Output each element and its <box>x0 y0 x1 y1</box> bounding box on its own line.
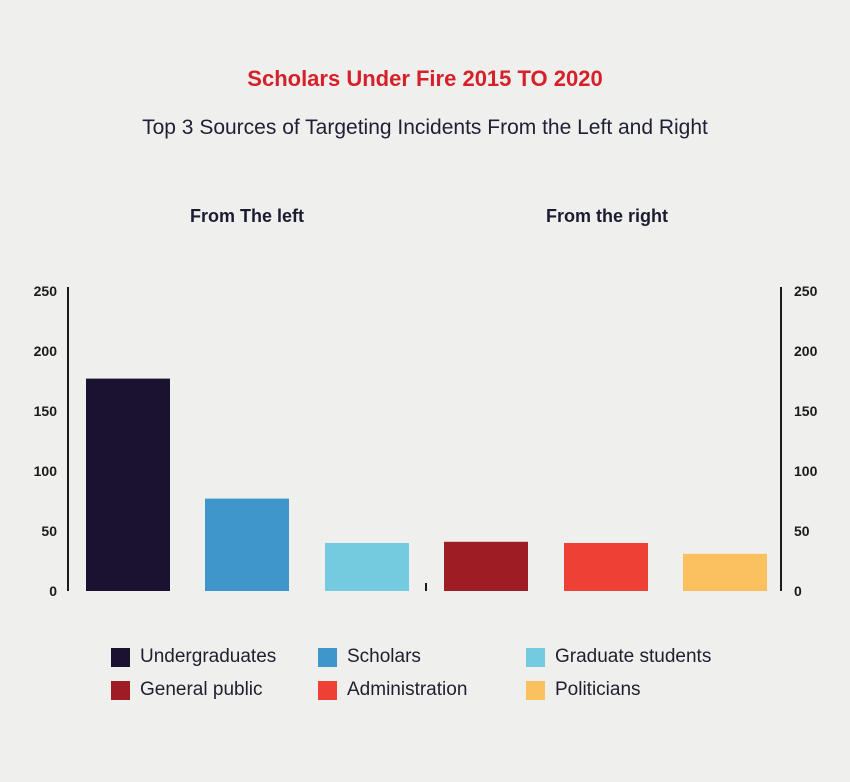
legend-item: Politicians <box>526 678 641 702</box>
legend-label: Graduate students <box>555 646 712 667</box>
legend-label: Scholars <box>347 646 421 667</box>
chart-title: Scholars Under Fire 2015 TO 2020 <box>247 66 603 91</box>
legend-swatch <box>318 680 337 700</box>
bar-politicians <box>683 553 767 591</box>
legend-label: Undergraduates <box>140 646 277 667</box>
legend-item: Graduate students <box>526 645 711 669</box>
legend-item: Administration <box>318 678 467 702</box>
y-tick-label-right: 150 <box>794 403 818 419</box>
chart-subtitle: Top 3 Sources of Targeting Incidents Fro… <box>142 116 708 139</box>
legend-item: Scholars <box>318 645 421 669</box>
y-tick-label-right: 100 <box>794 463 818 479</box>
bar-scholars <box>205 498 289 591</box>
y-tick-label-left: 100 <box>34 463 58 479</box>
y-tick-label-right: 200 <box>794 343 818 359</box>
bar-general-public <box>444 541 528 591</box>
legend-item: Undergraduates <box>111 645 276 669</box>
y-tick-label-left: 200 <box>34 343 58 359</box>
legend-swatch <box>111 647 130 667</box>
bar-administration <box>564 543 648 591</box>
legend-swatch <box>526 680 545 700</box>
y-tick-label-left: 50 <box>41 523 57 539</box>
legend-label: General public <box>140 679 263 700</box>
group-label-left: From The left <box>189 206 304 226</box>
y-tick-label-right: 0 <box>794 583 802 599</box>
y-tick-label-left: 250 <box>34 283 58 299</box>
legend-swatch <box>111 680 130 700</box>
legend-label: Politicians <box>555 679 641 700</box>
legend-swatch <box>526 647 545 667</box>
legend-swatch <box>318 647 337 667</box>
group-label-right: From the right <box>546 206 668 226</box>
bar-graduate-students <box>325 543 409 591</box>
y-tick-label-right: 50 <box>794 523 810 539</box>
legend-item: General public <box>111 678 263 702</box>
y-tick-label-right: 250 <box>794 283 818 299</box>
y-tick-label-left: 150 <box>34 403 58 419</box>
bar-undergraduates <box>86 378 170 591</box>
y-tick-label-left: 0 <box>49 583 57 599</box>
legend-label: Administration <box>347 679 468 700</box>
